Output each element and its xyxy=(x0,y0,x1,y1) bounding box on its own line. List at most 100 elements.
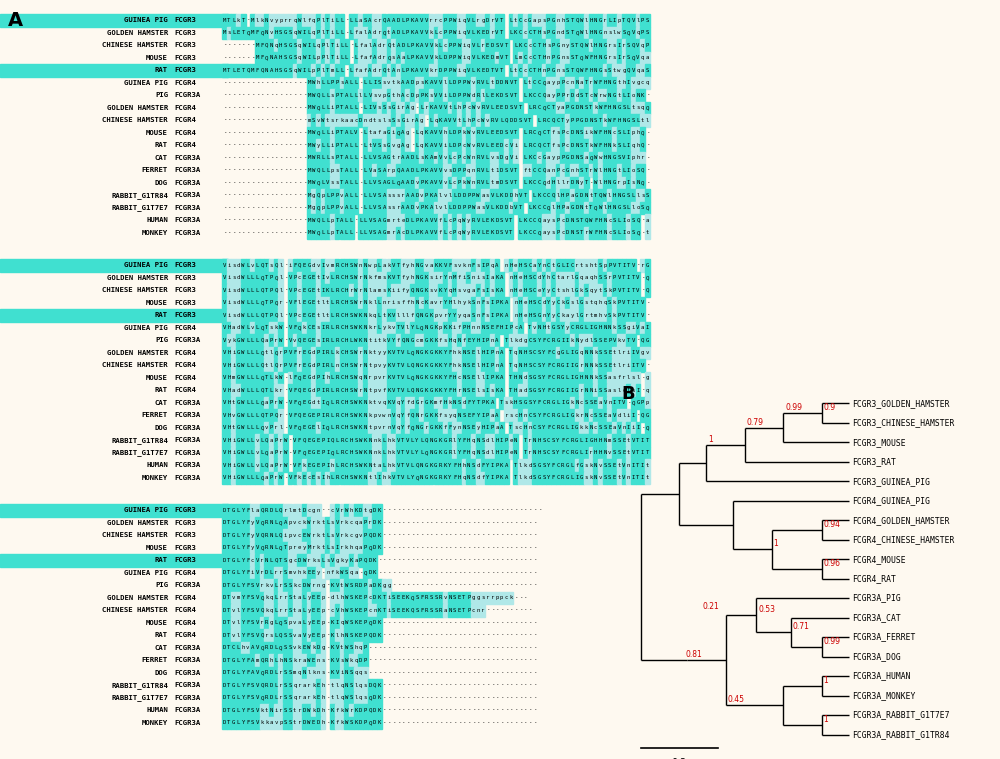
Text: -: - xyxy=(227,143,231,148)
Text: FCGR3A: FCGR3A xyxy=(174,205,200,211)
Text: m: m xyxy=(519,55,522,60)
Text: S: S xyxy=(251,695,254,701)
Bar xyxy=(518,322,523,334)
Text: R: R xyxy=(476,80,480,85)
Bar xyxy=(236,359,241,371)
Bar xyxy=(419,284,424,297)
Text: L: L xyxy=(434,30,438,35)
Text: f: f xyxy=(359,55,362,60)
Bar xyxy=(434,127,438,139)
Text: E: E xyxy=(603,413,607,417)
Text: Q: Q xyxy=(368,695,372,701)
Bar xyxy=(434,322,438,334)
Bar xyxy=(607,164,612,177)
Bar xyxy=(579,77,584,89)
Text: R: R xyxy=(547,400,550,405)
Text: P: P xyxy=(613,276,616,280)
Text: K: K xyxy=(354,633,358,638)
Bar xyxy=(330,77,335,89)
Text: a: a xyxy=(585,156,588,160)
Bar xyxy=(429,384,433,396)
Text: C: C xyxy=(340,425,344,430)
Bar xyxy=(307,309,311,322)
Text: P: P xyxy=(274,463,278,468)
Bar xyxy=(499,127,504,139)
Bar xyxy=(415,189,419,201)
Text: -: - xyxy=(382,558,386,562)
Text: FCGR4: FCGR4 xyxy=(174,117,196,123)
Text: G: G xyxy=(646,338,649,343)
Bar xyxy=(264,421,269,434)
Bar xyxy=(419,102,424,114)
Text: Q: Q xyxy=(265,43,268,48)
Bar xyxy=(255,272,260,284)
Text: A: A xyxy=(500,363,503,368)
Text: C: C xyxy=(345,438,348,442)
Text: R: R xyxy=(265,683,268,688)
Text: E: E xyxy=(303,388,306,392)
Text: -: - xyxy=(270,80,273,85)
Bar xyxy=(269,27,274,39)
Bar xyxy=(391,14,396,27)
Text: n: n xyxy=(542,68,546,73)
Text: FCGR3: FCGR3 xyxy=(174,287,196,293)
Text: D: D xyxy=(415,193,419,198)
Text: q: q xyxy=(641,106,644,110)
Text: Y: Y xyxy=(538,413,541,417)
Bar xyxy=(617,52,622,64)
Bar xyxy=(358,641,363,654)
Text: -: - xyxy=(481,683,485,688)
Bar xyxy=(316,114,321,127)
Bar xyxy=(386,322,391,334)
Text: a: a xyxy=(481,193,485,198)
Text: D: D xyxy=(585,118,588,123)
Bar xyxy=(560,39,565,52)
Text: -: - xyxy=(448,520,452,525)
Text: -: - xyxy=(429,645,433,650)
Bar xyxy=(636,446,640,459)
Text: V: V xyxy=(288,313,292,318)
Text: H: H xyxy=(538,30,541,35)
Text: -: - xyxy=(397,558,400,562)
Bar xyxy=(231,284,236,297)
Bar xyxy=(274,384,278,396)
Text: A: A xyxy=(425,218,428,222)
Bar xyxy=(584,64,589,77)
Text: l: l xyxy=(476,350,480,355)
Bar xyxy=(246,529,250,541)
Text: L: L xyxy=(364,156,367,160)
Bar xyxy=(325,517,330,529)
Bar xyxy=(438,102,443,114)
Text: S: S xyxy=(350,313,353,318)
Text: L: L xyxy=(331,475,334,480)
Text: y: y xyxy=(251,533,254,537)
Text: E: E xyxy=(303,276,306,280)
Bar xyxy=(354,201,358,214)
Text: h: h xyxy=(317,80,320,85)
Bar xyxy=(311,114,316,127)
Bar xyxy=(471,591,476,604)
Text: FCGR3_MOUSE: FCGR3_MOUSE xyxy=(853,438,906,447)
Bar xyxy=(269,579,274,591)
Text: v: v xyxy=(317,263,320,268)
Text: T: T xyxy=(509,350,513,355)
Text: P: P xyxy=(364,645,367,650)
Bar xyxy=(316,127,321,139)
Text: c: c xyxy=(350,520,353,525)
Bar xyxy=(523,297,528,309)
Bar xyxy=(495,359,499,371)
Text: a: a xyxy=(354,570,358,575)
Text: n: n xyxy=(373,438,376,442)
Bar xyxy=(612,334,617,347)
Text: d: d xyxy=(561,30,564,35)
Text: L: L xyxy=(354,168,358,173)
Text: N: N xyxy=(585,388,588,392)
Bar xyxy=(321,641,325,654)
Bar xyxy=(278,334,283,347)
Bar xyxy=(255,27,260,39)
Bar xyxy=(419,52,424,64)
Text: C: C xyxy=(340,313,344,318)
Bar xyxy=(386,189,391,201)
Bar xyxy=(302,322,307,334)
Text: y: y xyxy=(547,230,550,235)
